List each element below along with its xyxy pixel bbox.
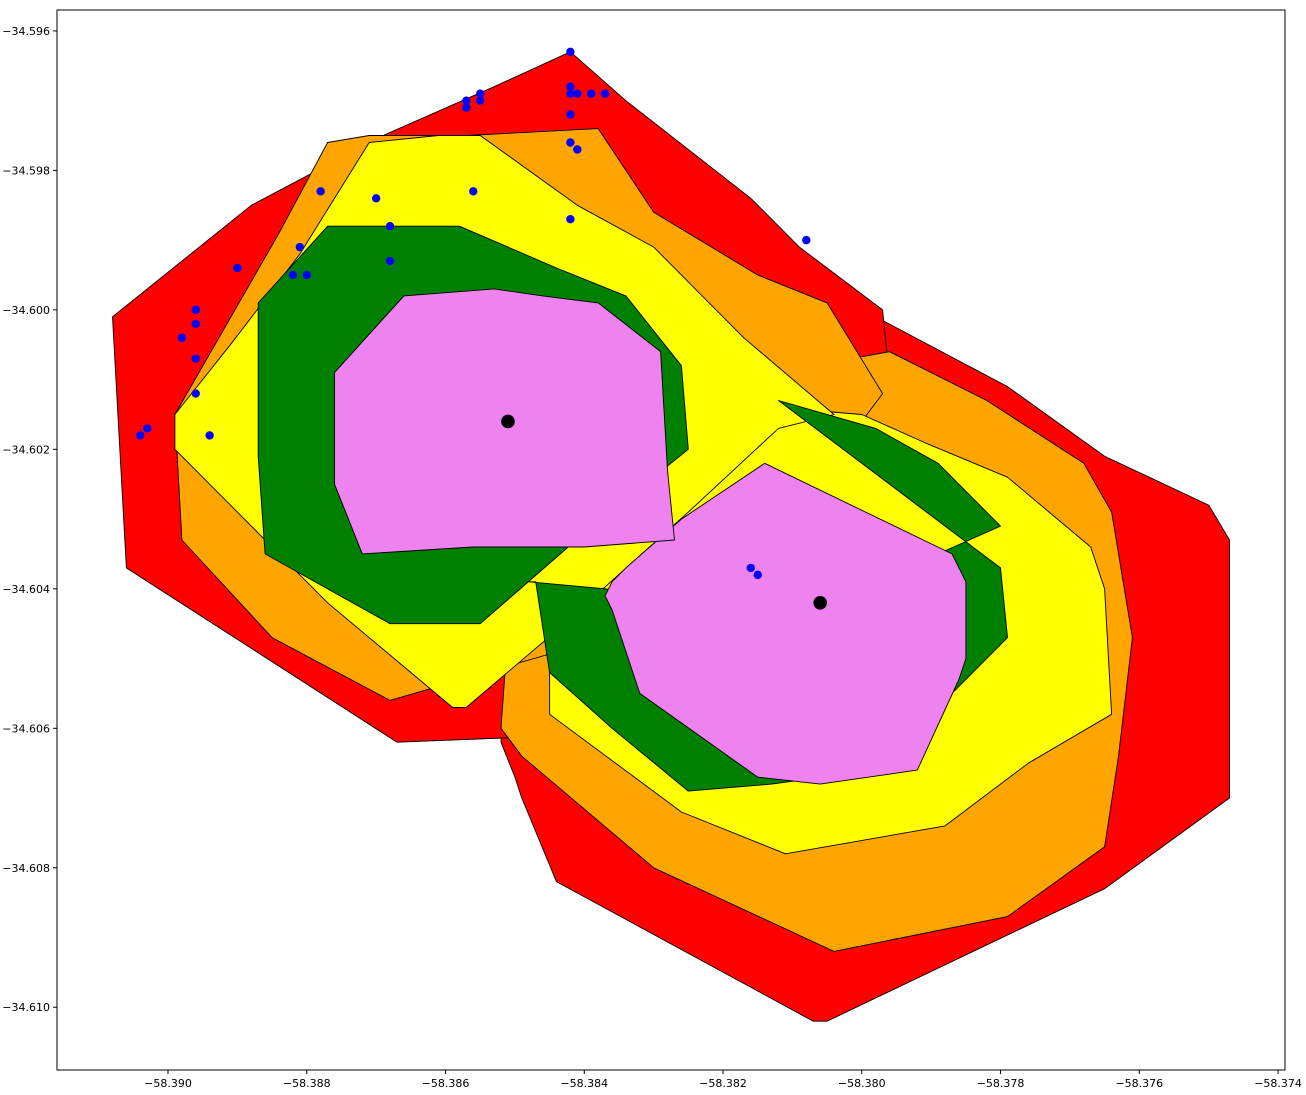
x-tick-label: −58.378 (977, 1077, 1025, 1090)
data-point (462, 96, 471, 105)
center-point (501, 414, 515, 429)
data-point (385, 256, 395, 266)
data-point (462, 103, 471, 112)
data-point (385, 221, 395, 231)
data-point (566, 215, 575, 224)
data-point (573, 145, 582, 154)
x-tick-label: −58.382 (699, 1077, 747, 1090)
data-point (288, 270, 298, 280)
y-tick-label: −34.608 (2, 862, 50, 875)
data-point (177, 333, 187, 342)
x-tick-label: −58.384 (560, 1077, 608, 1090)
data-point (295, 242, 305, 252)
axes: −58.390 −58.388 −58.386 −58.384 −58.382 −58.3… (2, 9, 1302, 1090)
plot-area (112, 47, 1230, 1022)
data-point (302, 270, 311, 280)
violet-zone-b (604, 462, 967, 785)
data-point (233, 263, 242, 273)
data-point (566, 47, 575, 57)
center-point (813, 595, 827, 610)
data-point (566, 138, 575, 147)
data-point (746, 563, 755, 573)
x-tick-label: −58.380 (838, 1077, 886, 1090)
data-point (566, 89, 575, 98)
x-tick-label: −58.376 (1115, 1077, 1163, 1090)
y-tick-label: −34.598 (2, 164, 50, 177)
y-tick-label: −34.596 (2, 25, 50, 38)
data-point (802, 235, 811, 245)
data-point (371, 194, 381, 203)
data-point (573, 89, 582, 98)
data-point (205, 431, 214, 440)
data-point (476, 96, 485, 105)
x-tick-label: −58.388 (283, 1077, 331, 1090)
data-point (566, 82, 575, 91)
data-point (476, 89, 485, 98)
data-point (191, 305, 200, 315)
x-tick-label: −58.390 (144, 1077, 192, 1090)
plot-content (112, 47, 1230, 1022)
data-point (191, 354, 200, 363)
data-point (191, 319, 200, 329)
data-point (566, 110, 575, 119)
data-point (316, 187, 325, 196)
data-point (191, 389, 200, 398)
y-tick-label: −34.610 (2, 1001, 50, 1014)
data-point (142, 424, 152, 433)
data-point (587, 89, 596, 98)
y-tick-label: −34.600 (2, 304, 50, 317)
data-point (469, 187, 478, 196)
data-point (600, 89, 610, 98)
data-point (136, 431, 145, 440)
y-tick-label: −34.604 (2, 583, 50, 596)
data-point (753, 570, 762, 580)
y-tick-label: −34.602 (2, 443, 50, 456)
plot-frame (56, 9, 1286, 1071)
x-tick-label: −58.374 (1254, 1077, 1302, 1090)
y-tick-label: −34.606 (2, 722, 50, 735)
x-tick-label: −58.386 (422, 1077, 470, 1090)
